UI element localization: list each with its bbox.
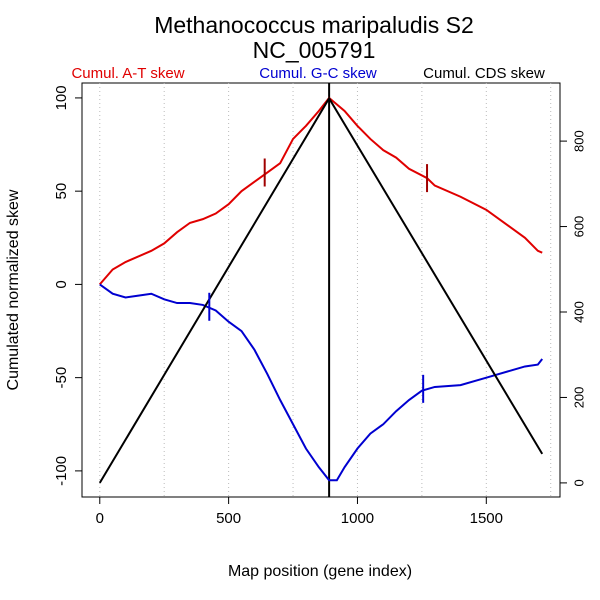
y-tick-label: 100 xyxy=(53,85,70,110)
y2-tick-label: 400 xyxy=(571,301,586,323)
y-tick-label: -50 xyxy=(53,367,70,389)
plot-frame xyxy=(81,82,561,498)
y2-tick-label: 200 xyxy=(571,387,586,409)
y2-tick-label: 0 xyxy=(571,479,586,486)
y2-tick-label: 800 xyxy=(571,130,586,152)
x-tick-label: 1000 xyxy=(341,510,374,527)
legend-entry: Cumul. CDS skew xyxy=(423,65,545,82)
series-line xyxy=(99,283,544,482)
legend-entry: Cumul. G-C skew xyxy=(259,65,377,82)
y-tick-label: 0 xyxy=(53,280,70,288)
x-tick-label: 0 xyxy=(96,510,104,527)
chart-subtitle: NC_005791 xyxy=(253,37,376,63)
x-tick-label: 500 xyxy=(216,510,241,527)
y-axis-label: Cumulated normalized skew xyxy=(5,189,22,390)
legend-entry: Cumul. A-T skew xyxy=(71,65,184,82)
y2-tick-label: 600 xyxy=(571,216,586,238)
x-tick-label: 1500 xyxy=(470,510,503,527)
x-axis-label: Map position (gene index) xyxy=(228,563,412,580)
chart-title: Methanococcus maripaludis S2 xyxy=(154,12,474,38)
y-tick-label: -100 xyxy=(53,456,70,486)
y-tick-label: 50 xyxy=(53,183,70,200)
series-line xyxy=(99,96,543,286)
series-line xyxy=(98,96,544,484)
